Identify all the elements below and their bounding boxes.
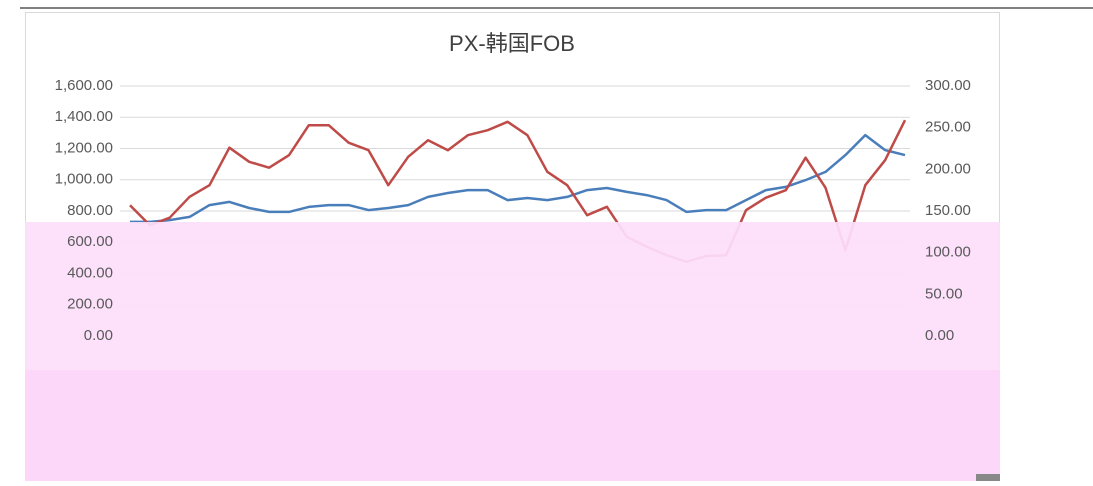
y2-tick-label: 300.00 [925,77,971,94]
y2-tick-label: 150.00 [925,202,971,219]
y-tick-label: 1,600.00 [55,77,113,94]
y-tick-label: 0.00 [84,327,113,344]
series-line [129,119,907,264]
y2-tick-label: 100.00 [925,244,971,261]
y-tick-label: 200.00 [67,296,113,313]
y-tick-label: 800.00 [67,202,113,219]
chart-title: PX-韩国FOB [449,31,575,56]
corner-block [976,474,1000,481]
y-tick-label: 600.00 [67,233,113,250]
y2-tick-label: 50.00 [925,285,963,302]
overlay-band [25,370,1000,481]
y-tick-label: 1,200.00 [55,139,113,156]
series-line [130,133,906,224]
plot [129,119,907,264]
y-tick-label: 1,400.00 [55,108,113,125]
y2-tick-label: 200.00 [925,160,971,177]
y2-tick-label: 0.00 [925,327,954,344]
y2-tick-label: 250.00 [925,119,971,136]
y-tick-label: 400.00 [67,264,113,281]
y-tick-label: 1,000.00 [55,171,113,188]
